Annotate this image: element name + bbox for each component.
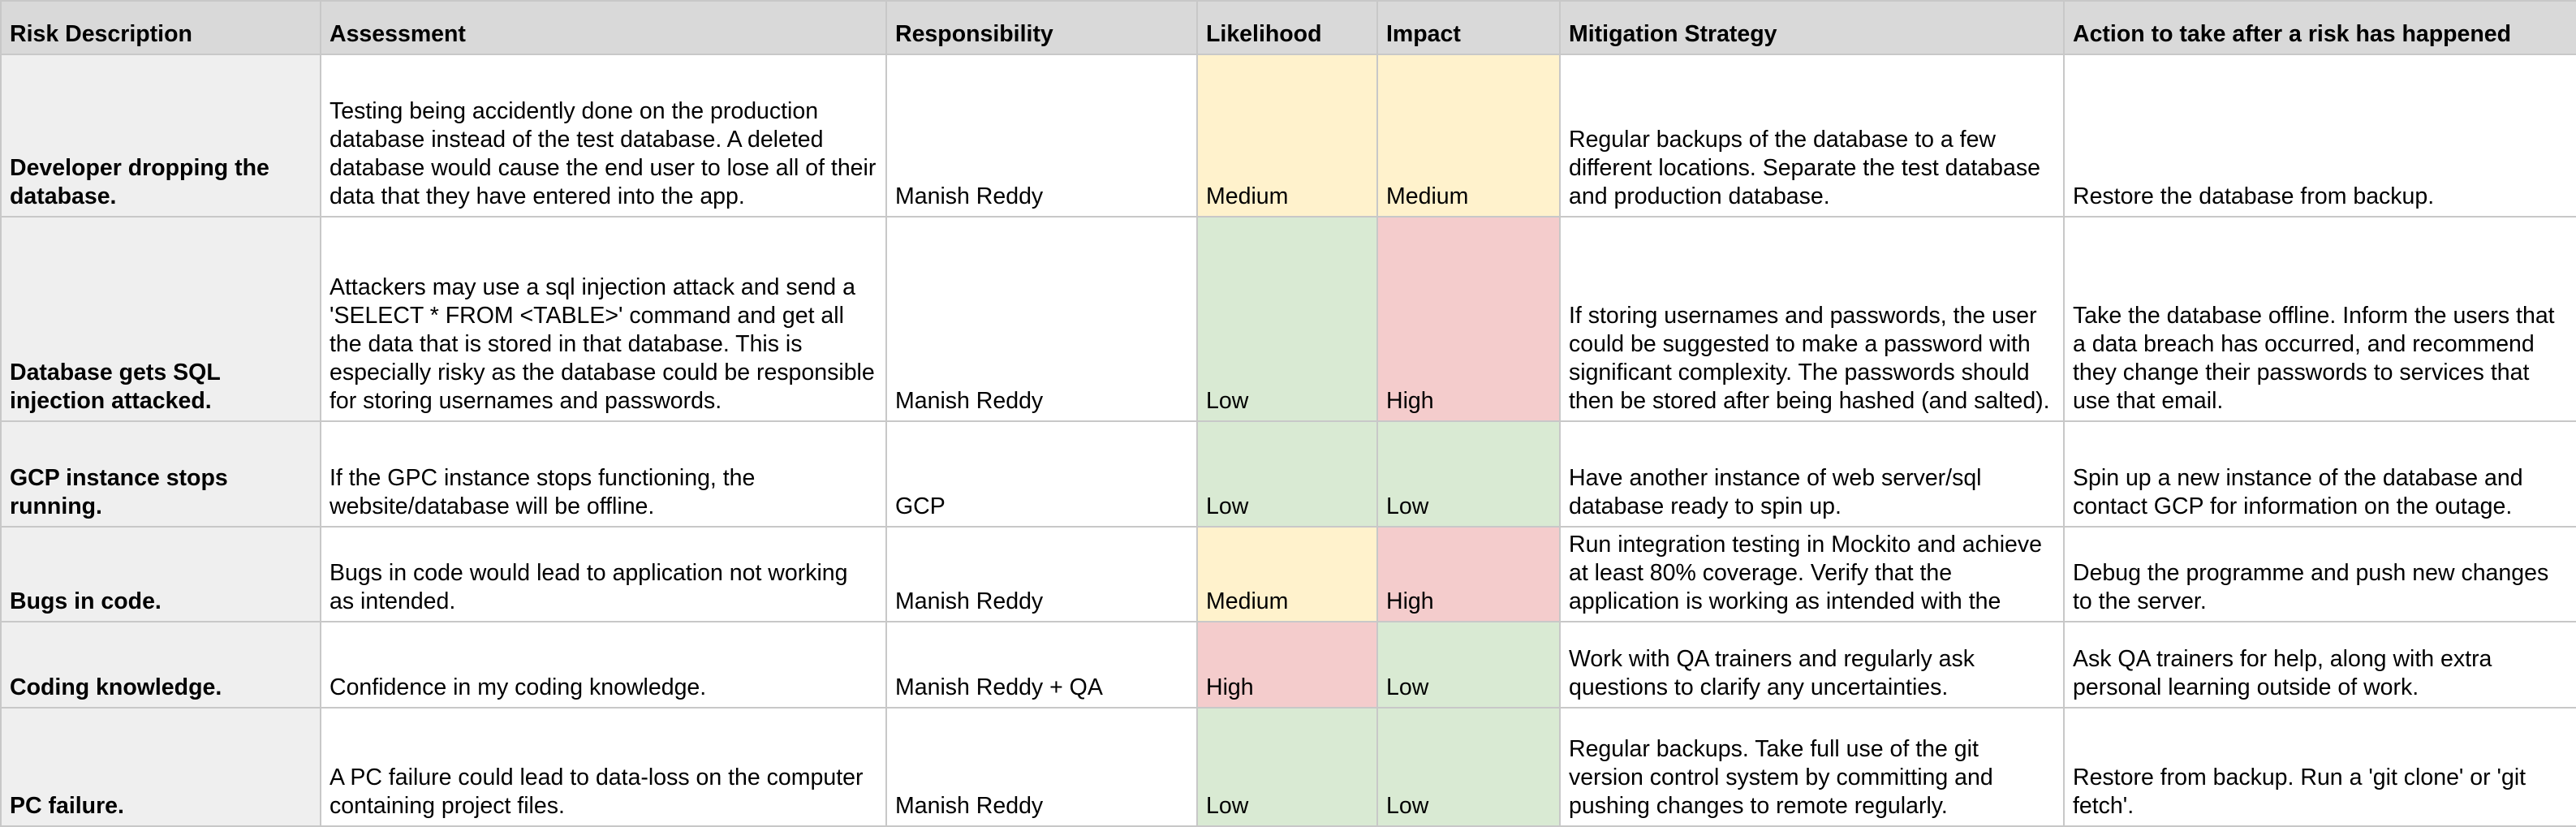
table-row: Developer dropping the database. Testing… (0, 54, 2576, 218)
cell-action-after-risk[interactable]: Debug the programme and push new changes… (2063, 526, 2576, 622)
cell-risk-description[interactable]: GCP instance stops running. (0, 420, 321, 528)
cell-assessment[interactable]: Confidence in my coding knowledge. (320, 621, 887, 709)
cell-mitigation-strategy[interactable]: Have another instance of web server/sql … (1559, 420, 2065, 528)
cell-impact[interactable]: High (1376, 526, 1561, 622)
cell-impact[interactable]: Low (1376, 420, 1561, 528)
cell-mitigation-strategy[interactable]: Run integration testing in Mockito and a… (1559, 526, 2065, 622)
cell-assessment[interactable]: If the GPC instance stops functioning, t… (320, 420, 887, 528)
table-row: Bugs in code. Bugs in code would lead to… (0, 526, 2576, 622)
header-impact[interactable]: Impact (1376, 0, 1561, 55)
cell-action-after-risk[interactable]: Ask QA trainers for help, along with ext… (2063, 621, 2576, 709)
cell-assessment[interactable]: Bugs in code would lead to application n… (320, 526, 887, 622)
cell-responsibility[interactable]: Manish Reddy (885, 707, 1198, 827)
cell-assessment[interactable]: A PC failure could lead to data-loss on … (320, 707, 887, 827)
cell-likelihood[interactable]: Medium (1196, 54, 1378, 218)
cell-likelihood[interactable]: Low (1196, 216, 1378, 422)
header-action-after-risk[interactable]: Action to take after a risk has happened (2063, 0, 2576, 55)
cell-risk-description[interactable]: Coding knowledge. (0, 621, 321, 709)
cell-mitigation-strategy-text: Run integration testing in Mockito and a… (1569, 532, 2043, 614)
table-row: PC failure. A PC failure could lead to d… (0, 707, 2576, 827)
cell-action-after-risk[interactable]: Restore the database from backup. (2063, 54, 2576, 218)
cell-mitigation-strategy[interactable]: Work with QA trainers and regularly ask … (1559, 621, 2065, 709)
cell-action-after-risk[interactable]: Spin up a new instance of the database a… (2063, 420, 2576, 528)
header-row: Risk Description Assessment Responsibili… (0, 0, 2576, 55)
cell-risk-description[interactable]: PC failure. (0, 707, 321, 827)
cell-assessment[interactable]: Attackers may use a sql injection attack… (320, 216, 887, 422)
cell-likelihood[interactable]: Low (1196, 707, 1378, 827)
cell-risk-description[interactable]: Bugs in code. (0, 526, 321, 622)
cell-responsibility[interactable]: Manish Reddy (885, 216, 1198, 422)
cell-impact[interactable]: Low (1376, 707, 1561, 827)
table-row: Coding knowledge. Confidence in my codin… (0, 621, 2576, 709)
cell-likelihood[interactable]: Medium (1196, 526, 1378, 622)
cell-action-after-risk[interactable]: Take the database offline. Inform the us… (2063, 216, 2576, 422)
header-assessment[interactable]: Assessment (320, 0, 887, 55)
cell-responsibility[interactable]: Manish Reddy (885, 526, 1198, 622)
cell-mitigation-strategy[interactable]: Regular backups of the database to a few… (1559, 54, 2065, 218)
header-mitigation-strategy[interactable]: Mitigation Strategy (1559, 0, 2065, 55)
cell-responsibility[interactable]: GCP (885, 420, 1198, 528)
table-row: GCP instance stops running. If the GPC i… (0, 420, 2576, 528)
header-risk-description[interactable]: Risk Description (0, 0, 321, 55)
cell-assessment[interactable]: Testing being accidently done on the pro… (320, 54, 887, 218)
cell-mitigation-strategy[interactable]: Regular backups. Take full use of the gi… (1559, 707, 2065, 827)
header-likelihood[interactable]: Likelihood (1196, 0, 1378, 55)
cell-responsibility[interactable]: Manish Reddy + QA (885, 621, 1198, 709)
cell-action-after-risk[interactable]: Restore from backup. Run a 'git clone' o… (2063, 707, 2576, 827)
cell-impact[interactable]: Medium (1376, 54, 1561, 218)
table-row: Database gets SQL injection attacked. At… (0, 216, 2576, 422)
cell-risk-description[interactable]: Database gets SQL injection attacked. (0, 216, 321, 422)
cell-impact[interactable]: High (1376, 216, 1561, 422)
header-responsibility[interactable]: Responsibility (885, 0, 1198, 55)
cell-impact[interactable]: Low (1376, 621, 1561, 709)
cell-risk-description[interactable]: Developer dropping the database. (0, 54, 321, 218)
cell-responsibility[interactable]: Manish Reddy (885, 54, 1198, 218)
cell-mitigation-strategy[interactable]: If storing usernames and passwords, the … (1559, 216, 2065, 422)
cell-likelihood[interactable]: Low (1196, 420, 1378, 528)
cell-likelihood[interactable]: High (1196, 621, 1378, 709)
